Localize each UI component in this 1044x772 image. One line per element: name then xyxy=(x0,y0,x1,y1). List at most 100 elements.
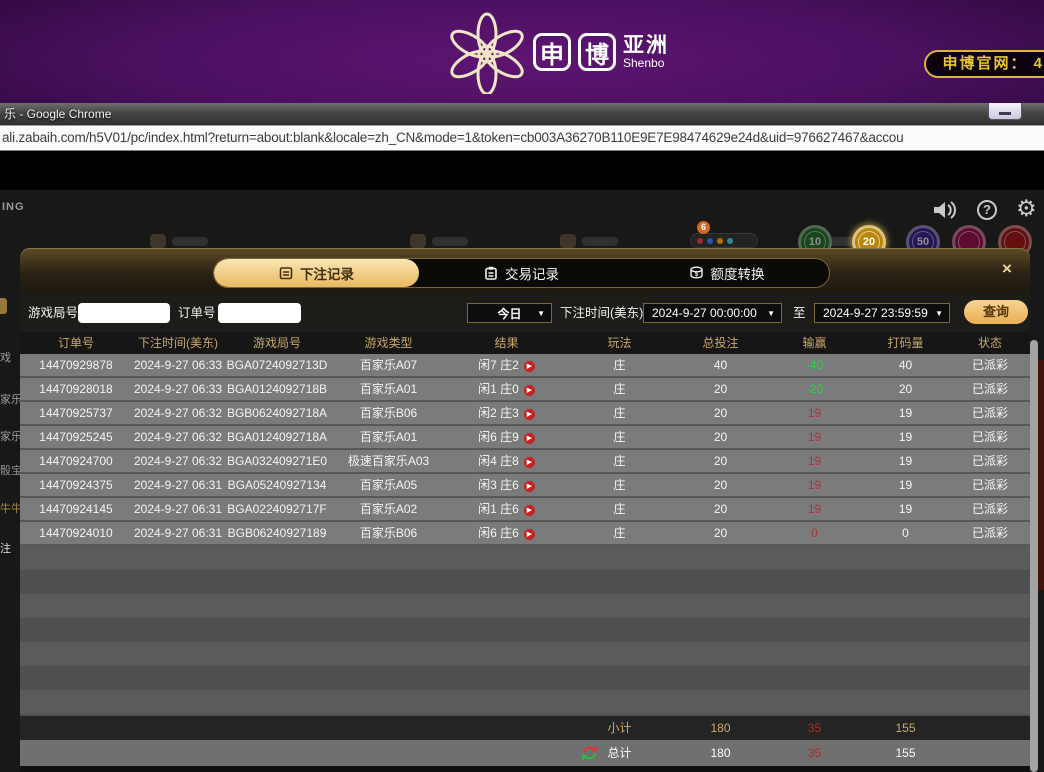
help-icon[interactable]: ? xyxy=(977,200,997,220)
chevron-down-icon: ▼ xyxy=(537,308,545,318)
subtotal-winloss: 35 xyxy=(807,721,822,735)
play-icon[interactable]: ▶ xyxy=(523,433,535,444)
search-button[interactable]: 查询 xyxy=(964,300,1028,324)
tab-bet-records[interactable]: 下注记录 xyxy=(214,259,419,287)
background-partial-logo: ING xyxy=(2,201,25,213)
result-text: 闲1 庄0 xyxy=(478,382,519,396)
browser-urlbar[interactable]: ali.zabaih.com/h5V01/pc/index.html?retur… xyxy=(0,125,1044,151)
column-header: 总投注 xyxy=(702,336,739,350)
cell-time: 2024-9-27 06:33 xyxy=(133,382,223,396)
column-header: 玩法 xyxy=(607,336,632,350)
result-text: 闲6 庄9 xyxy=(478,430,519,444)
result-text: 闲2 庄3 xyxy=(478,406,519,420)
modal-bottom-strip xyxy=(20,766,1030,772)
column-header: 结果 xyxy=(494,336,519,350)
result-text: 闲1 庄6 xyxy=(478,502,519,516)
cell-bet: 20 xyxy=(713,526,728,540)
result-text: 闲7 庄2 xyxy=(478,358,519,372)
cell-order: 14470925245 xyxy=(39,430,113,444)
cell-play: 庄 xyxy=(613,406,626,420)
play-icon[interactable]: ▶ xyxy=(523,361,535,372)
table-row: 14470924700 2024-9-27 06:32 BGA032409271E0… xyxy=(20,450,1030,474)
cell-result: 闲1 庄0 ▶ xyxy=(447,378,566,400)
table-row: 14470925245 2024-9-27 06:32 BGA0124092718A… xyxy=(20,426,1030,450)
cell-time: 2024-9-27 06:33 xyxy=(133,358,223,372)
tab-label: 交易记录 xyxy=(505,267,559,282)
flower-logo-icon xyxy=(450,12,524,94)
refresh-icon[interactable] xyxy=(582,746,597,760)
order-no-input[interactable] xyxy=(218,303,301,323)
play-icon[interactable]: ▶ xyxy=(523,457,535,468)
result-text: 闲6 庄6 xyxy=(478,526,519,540)
shenbo-logo: 申 博 亚洲 Shenbo xyxy=(448,6,669,98)
cell-order: 14470925737 xyxy=(39,406,113,420)
date-to-select[interactable]: 2024-9-27 23:59:59 ▼ xyxy=(814,303,950,323)
column-header: 游戏类型 xyxy=(364,336,413,350)
cell-round: BGA0124092718A xyxy=(226,430,328,444)
dimmed-nav-item xyxy=(150,232,208,250)
cell-game: 百家乐A01 xyxy=(359,430,418,444)
column-header: 订单号 xyxy=(57,336,94,350)
cell-bet: 20 xyxy=(713,478,728,492)
cell-game: 百家乐B06 xyxy=(359,406,418,420)
total-winloss: 35 xyxy=(807,746,822,760)
tab-credit-transfer[interactable]: $ 额度转换 xyxy=(624,259,829,287)
tab-bar: 下注记录 交易记录 $ 额度转换 xyxy=(213,258,830,288)
total-label: 总计 xyxy=(607,746,632,760)
close-icon[interactable]: × xyxy=(1002,259,1012,278)
cell-result: 闲6 庄9 ▶ xyxy=(447,426,566,448)
notification-badge: 6 xyxy=(697,221,710,234)
date-range-select[interactable]: 今日 ▼ xyxy=(467,303,552,323)
minimize-icon xyxy=(999,112,1011,115)
minimize-button[interactable] xyxy=(988,103,1022,120)
cell-result: 闲4 庄8 ▶ xyxy=(447,450,566,472)
table-row: 14470924010 2024-9-27 06:31 BGB06240927189… xyxy=(20,522,1030,546)
cell-round: BGB06240927189 xyxy=(227,526,327,540)
betting-records-modal: 下注记录 交易记录 $ 额度转换 × 游戏局号 订单号 今日 ▼ 下注时间(美东) 2… xyxy=(20,248,1030,772)
game-round-label: 游戏局号 xyxy=(28,306,79,320)
cell-play: 庄 xyxy=(613,526,626,540)
transaction-records-icon xyxy=(484,266,498,280)
cell-round: BGA0124092718B xyxy=(226,382,328,396)
play-icon[interactable]: ▶ xyxy=(523,505,535,516)
gear-icon[interactable]: ⚙ xyxy=(1016,196,1037,222)
sidebar-fragment: 戏 xyxy=(0,352,11,364)
cell-game: 百家乐B06 xyxy=(359,526,418,540)
url-text: ali.zabaih.com/h5V01/pc/index.html?retur… xyxy=(2,130,904,145)
cell-round: BGA032409271E0 xyxy=(226,454,328,468)
cell-status: 已派彩 xyxy=(971,430,1008,444)
game-round-input[interactable] xyxy=(78,303,170,323)
column-header: 打码量 xyxy=(887,336,924,350)
play-icon[interactable]: ▶ xyxy=(523,481,535,492)
cell-status: 已派彩 xyxy=(971,526,1008,540)
sidebar-fragment: 家乐 xyxy=(0,394,20,406)
to-label: 至 xyxy=(793,306,806,320)
cell-game: 百家乐A07 xyxy=(359,358,418,372)
subtotal-bet: 180 xyxy=(710,721,731,735)
cell-order: 14470929878 xyxy=(39,358,113,372)
credit-transfer-icon: $ xyxy=(689,266,704,280)
cell-time: 2024-9-27 06:31 xyxy=(133,502,223,516)
cell-order: 14470924145 xyxy=(39,502,113,516)
background-scrollbar[interactable] xyxy=(1030,340,1038,772)
official-site-button[interactable]: 申博官网： 4 xyxy=(924,50,1044,78)
cell-bet: 20 xyxy=(713,406,728,420)
chevron-down-icon: ▼ xyxy=(935,308,943,318)
chip-tray xyxy=(690,233,758,248)
cell-turnover: 19 xyxy=(898,430,913,444)
cell-turnover: 0 xyxy=(902,526,909,540)
cell-order: 14470924375 xyxy=(39,478,113,492)
speaker-icon[interactable] xyxy=(932,200,956,220)
cell-status: 已派彩 xyxy=(971,382,1008,396)
cell-winloss: -20 xyxy=(805,382,824,396)
sidebar-fragment: 骰宝 xyxy=(0,465,20,477)
cell-order: 14470924010 xyxy=(39,526,113,540)
play-icon[interactable]: ▶ xyxy=(523,409,535,420)
tab-transaction-records[interactable]: 交易记录 xyxy=(419,259,624,287)
date-from-select[interactable]: 2024-9-27 00:00:00 ▼ xyxy=(643,303,782,323)
bet-time-label: 下注时间(美东) xyxy=(560,306,644,320)
play-icon[interactable]: ▶ xyxy=(523,385,535,396)
cell-round: BGA05240927134 xyxy=(227,478,327,492)
play-icon[interactable]: ▶ xyxy=(523,529,535,540)
